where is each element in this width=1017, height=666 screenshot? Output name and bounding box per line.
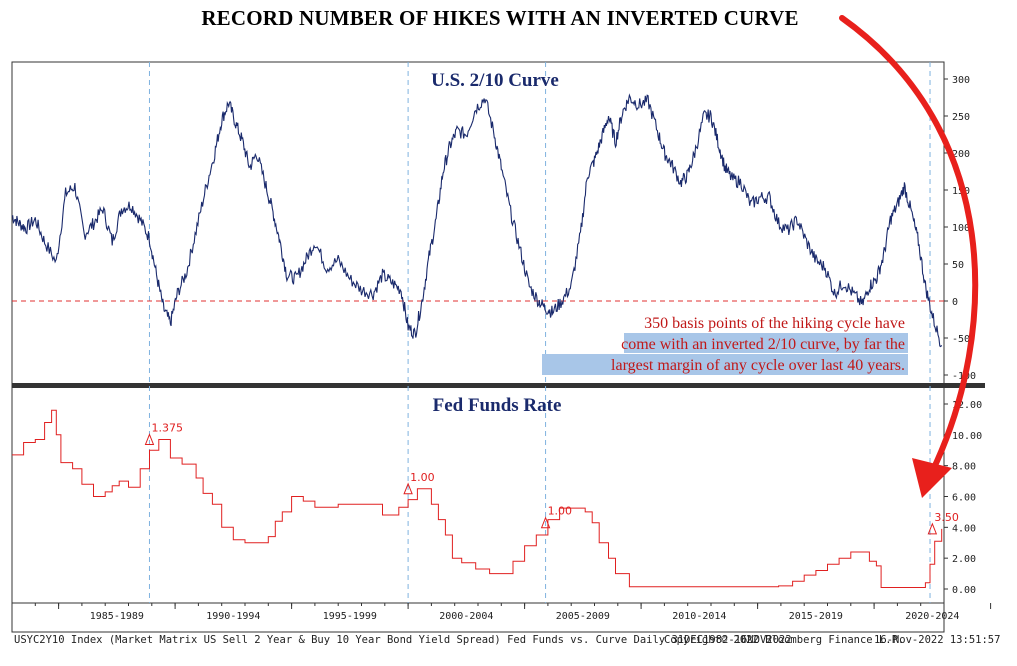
chart-main-title: RECORD NUMBER OF HIKES WITH AN INVERTED … — [201, 6, 799, 30]
y-tick-label: 0.00 — [952, 585, 976, 596]
x-tick-label: 1985-1989 — [90, 611, 144, 622]
hike-label: 3.50 — [934, 511, 959, 524]
panel-divider — [12, 383, 985, 388]
fed-funds-panel-title: Fed Funds Rate — [433, 395, 562, 416]
annotation-highlight-1 — [624, 333, 908, 353]
x-tick-label: 2000-2004 — [439, 611, 493, 622]
footer-timestamp: 16-Nov-2022 13:51:57 — [874, 634, 1001, 646]
y-tick-label: 4.00 — [952, 523, 976, 534]
y-tick-label: 250 — [952, 112, 970, 123]
annotation-line-1: 350 basis points of the hiking cycle hav… — [644, 315, 905, 332]
y-tick-label: 12.00 — [952, 400, 982, 411]
x-tick-label: 1995-1999 — [323, 611, 377, 622]
curve-panel-title: U.S. 2/10 Curve — [431, 70, 559, 91]
x-tick-label: 2020-2024 — [905, 611, 959, 622]
y-tick-label: -50 — [952, 334, 970, 345]
y-tick-label: 0 — [952, 297, 958, 308]
annotation-highlight-2 — [542, 354, 908, 375]
hike-marker — [927, 522, 938, 535]
y-tick-label: 50 — [952, 260, 964, 271]
hike-label: 1.375 — [151, 421, 183, 434]
x-tick-label: 2015-2019 — [789, 611, 843, 622]
date-x-axis: 1985-1989 1990-1994 1995-1999 2000-2004 2005… — [11, 603, 992, 622]
annotation-box: 350 basis points of the hiking cycle hav… — [542, 315, 908, 375]
x-tick-label: 2005-2009 — [556, 611, 610, 622]
hike-markers: 1.375 1.00 1.00 3.50 — [144, 421, 959, 535]
y-tick-label: 2.00 — [952, 554, 976, 565]
fed-funds-series-line — [12, 409, 943, 588]
x-tick-label: 2010-2014 — [672, 611, 726, 622]
hike-label: 1.00 — [548, 505, 573, 518]
footer-source: USYC2Y10 Index (Market Matrix US Sell 2 … — [14, 634, 792, 646]
hike-marker — [403, 482, 413, 495]
hike-marker — [144, 433, 155, 445]
hike-label: 1.00 — [410, 471, 435, 484]
x-tick-label: 1990-1994 — [206, 611, 260, 622]
red-arrow-shaft — [839, 15, 979, 475]
y-tick-label: 200 — [952, 149, 970, 160]
curve-series-line — [11, 93, 943, 348]
fed-funds-y-axis: 12.00 10.00 8.00 6.00 4.00 2.00 0.00 — [944, 400, 982, 596]
red-arrow-head — [912, 458, 952, 498]
y-tick-label: 300 — [952, 75, 970, 86]
annotation-line-3: largest margin of any cycle over last 40… — [611, 357, 905, 374]
hike-marker — [540, 516, 551, 529]
footer-copyright: Copyright© 2022 Bloomberg Finance L.P. — [664, 634, 905, 646]
annotation-line-2: come with an inverted 2/10 curve, by far… — [621, 336, 905, 353]
y-tick-label: 10.00 — [952, 431, 982, 442]
hike-cycle-gridlines — [148, 62, 931, 603]
y-tick-label: 100 — [952, 223, 970, 234]
y-tick-label: 6.00 — [952, 493, 976, 504]
y-tick-label: 8.00 — [952, 462, 976, 473]
